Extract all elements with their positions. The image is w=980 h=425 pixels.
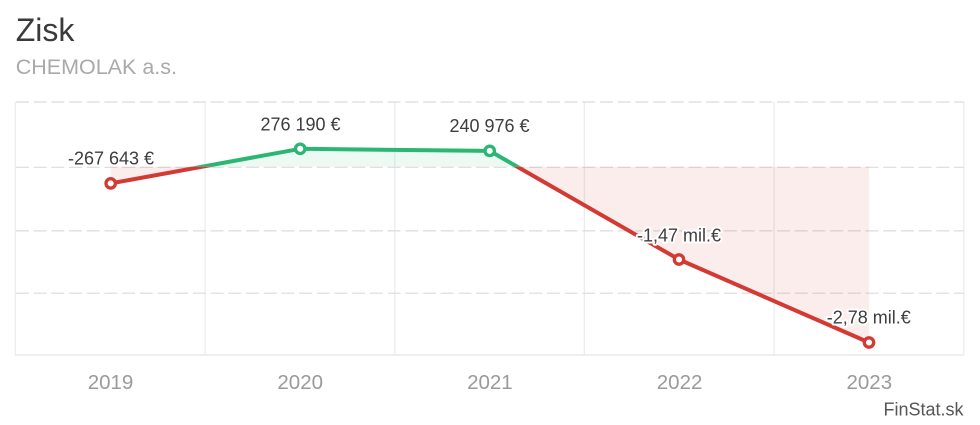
svg-text:-267 643 €: -267 643 € — [68, 149, 154, 169]
svg-text:2022: 2022 — [657, 371, 703, 394]
svg-text:276 190 €: 276 190 € — [260, 115, 340, 135]
svg-text:2019: 2019 — [88, 371, 134, 394]
svg-text:Zisk: Zisk — [16, 12, 76, 48]
svg-text:FinStat.sk: FinStat.sk — [883, 400, 964, 420]
svg-text:-2,78 mil.€: -2,78 mil.€ — [827, 307, 911, 327]
svg-text:240 976 €: 240 976 € — [449, 116, 529, 136]
svg-text:CHEMOLAK a.s.: CHEMOLAK a.s. — [16, 55, 177, 79]
svg-text:-1,47 mil.€: -1,47 mil.€ — [637, 225, 721, 245]
svg-text:2020: 2020 — [277, 371, 323, 394]
svg-text:2021: 2021 — [467, 371, 513, 394]
svg-text:2023: 2023 — [846, 371, 892, 394]
